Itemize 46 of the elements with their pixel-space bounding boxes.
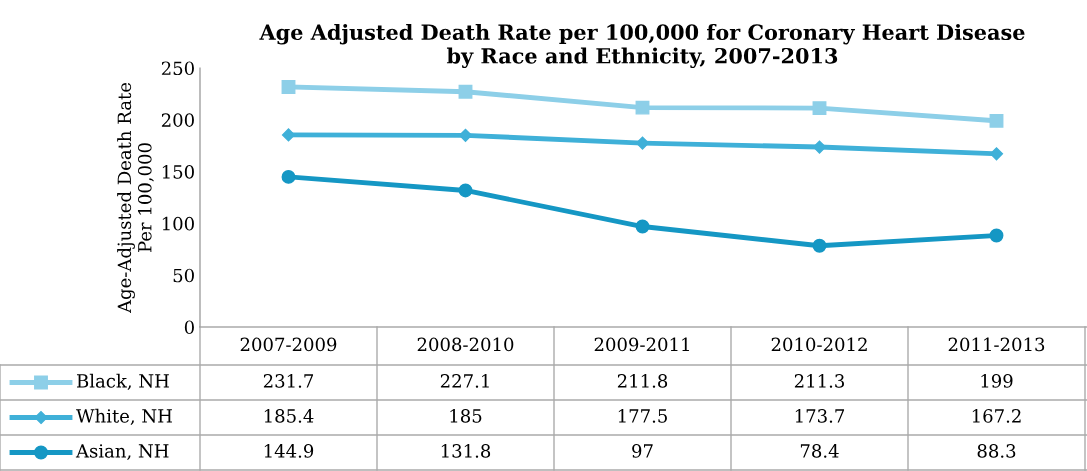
x-tick-label: 2011-2013 [948,337,1045,352]
point [812,101,827,116]
data-label: 173.7 [795,409,845,423]
point [635,100,650,115]
x-tick-label: 2010-2012 [771,337,867,352]
y-tick-label: 200 [161,113,194,127]
point [812,238,827,253]
point [458,84,473,99]
data-label: 231.7 [263,374,314,388]
point [635,136,650,150]
point [635,219,650,234]
y-axis-title: Age-Adjusted Death Rate Per 100,000 [117,82,154,314]
data-label: 199 [981,374,1013,388]
point [989,147,1004,161]
data-label: 227.1 [440,374,489,388]
x-tick-label: 2009-2011 [594,337,689,352]
chart-title: Age Adjusted Death Rate per 100,000 for Coronary Heart Disease by Race and Ethnicity, 2007-2013 [259,23,1025,68]
data-label: 185 [450,409,482,423]
y-tick-label: 50 [173,268,194,283]
y-tick-label: 100 [162,216,194,231]
point [458,183,473,198]
data-label: 78.4 [800,444,839,458]
data-label: 185.4 [264,409,314,423]
point [812,140,827,154]
data-label: 144.9 [264,444,314,458]
point [989,228,1004,243]
point [281,128,296,142]
y-tick-label: 250 [161,61,194,76]
x-tick-label: 2008-2010 [417,337,514,352]
legend-label: Black, NH [77,373,169,390]
point [458,128,473,142]
data-label: 88.3 [977,444,1016,458]
point [281,169,296,184]
point [989,113,1004,128]
legend-label: Asian, NH [75,444,169,460]
data-label: 211.3 [794,374,844,388]
y-tick-label: 0 [184,320,194,335]
data-label: 211.8 [617,374,668,388]
point [281,80,296,94]
y-tick-label: 150 [162,165,194,179]
x-tick-label: 2007-2009 [240,337,337,352]
data-label: 97 [632,444,653,458]
legend-label: White, NH [76,408,172,425]
data-label: 131.8 [441,444,491,458]
data-label: 167.2 [972,409,1021,423]
data-label: 177.5 [618,409,667,423]
